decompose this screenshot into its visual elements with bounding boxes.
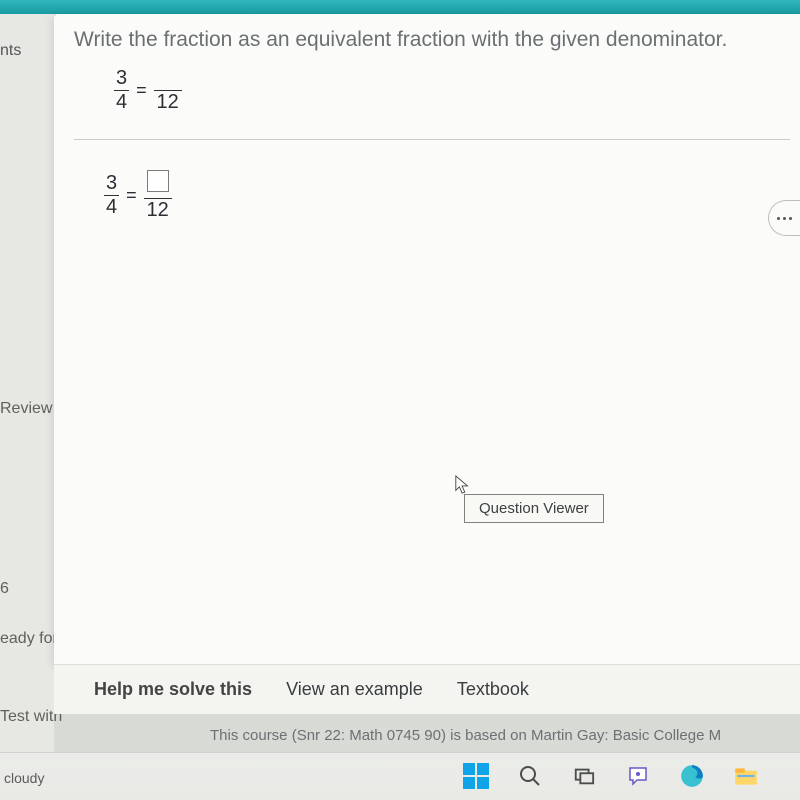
denominator: 4 — [114, 92, 129, 113]
explorer-icon[interactable] — [732, 762, 760, 790]
windows-taskbar: cloudy — [0, 752, 800, 800]
answer-fraction-right: 12 — [144, 170, 172, 221]
answer-input-box[interactable] — [145, 170, 171, 197]
equals-sign: = — [126, 185, 137, 206]
sidebar-label-num: 6 — [0, 580, 9, 598]
textbook-button[interactable]: Textbook — [457, 679, 529, 700]
sidebar-label-review: Review — [0, 400, 52, 418]
task-view-icon[interactable] — [570, 762, 598, 790]
mouse-cursor-icon — [454, 474, 472, 496]
chat-icon[interactable] — [624, 762, 652, 790]
edge-icon[interactable] — [678, 762, 706, 790]
sidebar-label-test: Test with — [0, 708, 62, 726]
windows-start-icon[interactable] — [462, 762, 490, 790]
answer-num-left: 3 — [104, 173, 119, 194]
answer-den-left: 4 — [104, 197, 119, 218]
answer-den-right: 12 — [145, 200, 171, 221]
question-viewer-tooltip: Question Viewer — [464, 494, 604, 523]
question-panel: Write the fraction as an equivalent frac… — [54, 14, 800, 664]
view-example-button[interactable]: View an example — [286, 679, 423, 700]
window-titlebar — [0, 0, 800, 14]
target-denominator: 12 — [155, 92, 181, 113]
given-equation: 3 4 = 12 — [54, 62, 800, 139]
equals-sign: = — [136, 80, 147, 101]
search-icon[interactable] — [516, 762, 544, 790]
answer-fraction-left: 3 4 — [104, 173, 119, 218]
fraction-left: 3 4 — [114, 68, 129, 113]
question-prompt: Write the fraction as an equivalent frac… — [54, 14, 800, 62]
answer-equation: 3 4 = 12 — [54, 140, 800, 221]
blank-numerator — [163, 68, 173, 89]
more-menu-tab[interactable] — [768, 200, 800, 236]
help-toolbar: Help me solve this View an example Textb… — [54, 664, 800, 714]
weather-widget[interactable]: cloudy — [4, 770, 44, 786]
sidebar-label-contents: nts — [0, 42, 21, 60]
left-sidebar — [0, 14, 54, 774]
numerator: 3 — [114, 68, 129, 89]
help-me-solve-button[interactable]: Help me solve this — [94, 679, 252, 700]
fraction-right: 12 — [154, 68, 182, 113]
course-footer-text: This course (Snr 22: Math 0745 90) is ba… — [210, 727, 721, 744]
